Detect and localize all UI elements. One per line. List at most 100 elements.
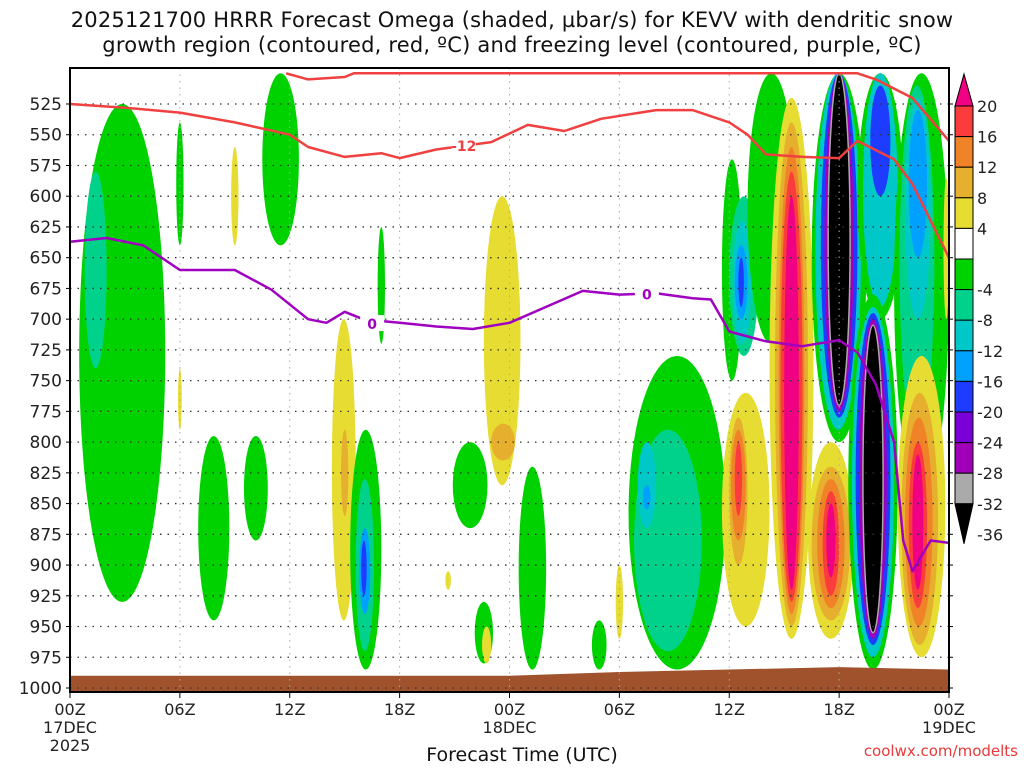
x-tick-date: 17DEC (43, 718, 97, 737)
colorbar-swatch (954, 411, 974, 444)
colorbar-label: -36 (977, 525, 1003, 544)
colorbar-swatch (954, 472, 974, 505)
omega-shading (79, 72, 949, 670)
colorbar-label: 8 (977, 189, 987, 208)
omega-region (908, 110, 928, 258)
contour-freezing-level (70, 236, 949, 573)
y-tick-label: 550 (30, 126, 62, 146)
colorbar-label: -16 (977, 372, 1003, 391)
colorbar-swatch (954, 319, 974, 352)
omega-region (482, 626, 492, 664)
y-tick-label: 1000 (19, 679, 62, 699)
colorbar-swatch (954, 350, 974, 382)
omega-region (243, 435, 268, 541)
omega-region (738, 257, 744, 307)
contour-label-dendritic: -12 (451, 139, 476, 155)
omega-region (178, 368, 182, 430)
x-tick-date: 19DEC (922, 718, 976, 737)
colorbar-swatch (954, 442, 974, 474)
y-tick-label: 875 (30, 525, 62, 545)
contour-label-freezing-bg (634, 285, 659, 302)
y-tick-label: 775 (30, 402, 62, 422)
colorbar-label: -8 (977, 311, 993, 330)
y-tick-label: 975 (30, 648, 62, 668)
colorbar-swatch (954, 227, 974, 260)
x-tick-label: 06Z (164, 700, 195, 719)
omega-region (518, 466, 547, 670)
colorbar-bottom-arrow (954, 503, 974, 544)
omega-region (341, 429, 349, 516)
colorbar-label: 12 (977, 158, 997, 177)
colorbar-swatch (954, 136, 974, 168)
contour-label-dendritic-bg (451, 136, 476, 153)
y-axis: 525 550 575 600 625 650 675 700 725 750 775 800 825 8… (19, 95, 953, 699)
x-tick-label: 12Z (274, 700, 305, 719)
omega-region (943, 177, 949, 320)
x-tick-year: 2025 (50, 736, 91, 755)
colorbar-label: -28 (977, 464, 1003, 483)
omega-region (377, 226, 385, 344)
colorbar-label: -12 (977, 342, 1003, 361)
colorbar-swatch (954, 289, 974, 321)
colorbar-swatch (954, 105, 974, 138)
y-tick-label: 725 (30, 341, 62, 361)
colorbar-swatch (954, 258, 974, 291)
omega-region (361, 540, 367, 596)
y-tick-label: 900 (30, 556, 62, 576)
omega-region (591, 620, 607, 670)
y-tick-label: 675 (30, 279, 62, 299)
y-tick-label: 650 (30, 249, 62, 269)
omega-region (445, 571, 451, 590)
x-tick-label: 00Z (933, 700, 964, 719)
colorbar-label: -4 (977, 281, 993, 300)
omega-region (862, 325, 884, 633)
omega-region (483, 196, 521, 486)
x-tick-label: 12Z (714, 700, 745, 719)
colorbar-swatch (954, 380, 974, 413)
y-tick-label: 600 (30, 187, 62, 207)
y-tick-label: 825 (30, 464, 62, 484)
chart-title-line2: growth region (contoured, red, ºC) and f… (102, 33, 922, 57)
y-tick-label: 925 (30, 587, 62, 607)
colorbar: 20 16 12 8 4 -4 -8 -12 -16 -20 -24 -28 -32 -36 (954, 72, 1003, 544)
y-tick-label: 625 (30, 218, 62, 238)
y-tick-label: 575 (30, 156, 62, 176)
y-tick-label: 850 (30, 495, 62, 515)
omega-region (491, 423, 515, 461)
x-tick-label: 00Z (54, 700, 85, 719)
colorbar-label: -24 (977, 434, 1003, 453)
colorbar-label: -32 (977, 495, 1003, 514)
omega-region (231, 147, 239, 246)
omega-region (784, 196, 799, 590)
contour-label-freezing-bg (360, 315, 385, 332)
colorbar-swatch (954, 197, 974, 229)
omega-region (826, 503, 836, 578)
colorbar-label: 20 (977, 97, 997, 116)
x-axis-label: Forecast Time (UTC) (426, 744, 618, 766)
y-tick-label: 800 (30, 433, 62, 453)
x-tick-label: 18Z (384, 700, 415, 719)
omega-region (176, 122, 184, 246)
y-tick-label: 700 (30, 310, 62, 330)
omega-region (115, 245, 158, 479)
omega-region (198, 435, 230, 621)
colorbar-swatch (954, 166, 974, 199)
contour-layer: -12 0 0 (70, 72, 949, 573)
contour-label-freezing: 0 (642, 288, 652, 304)
omega-region (643, 485, 651, 510)
x-tick-label: 00Z (494, 700, 525, 719)
colorbar-label: -20 (977, 403, 1003, 422)
colorbar-label: 16 (977, 128, 997, 147)
omega-region (84, 171, 107, 369)
x-tick-label: 06Z (604, 700, 635, 719)
y-tick-label: 750 (30, 372, 62, 392)
x-tick-label: 18Z (823, 700, 854, 719)
omega-region (637, 442, 656, 529)
contour-dendritic-lower (70, 102, 949, 259)
omega-region (828, 73, 851, 406)
credit-link[interactable]: coolwx.com/modelts (863, 742, 1018, 760)
x-tick-date: 18DEC (483, 718, 537, 737)
omega-region (262, 73, 299, 246)
